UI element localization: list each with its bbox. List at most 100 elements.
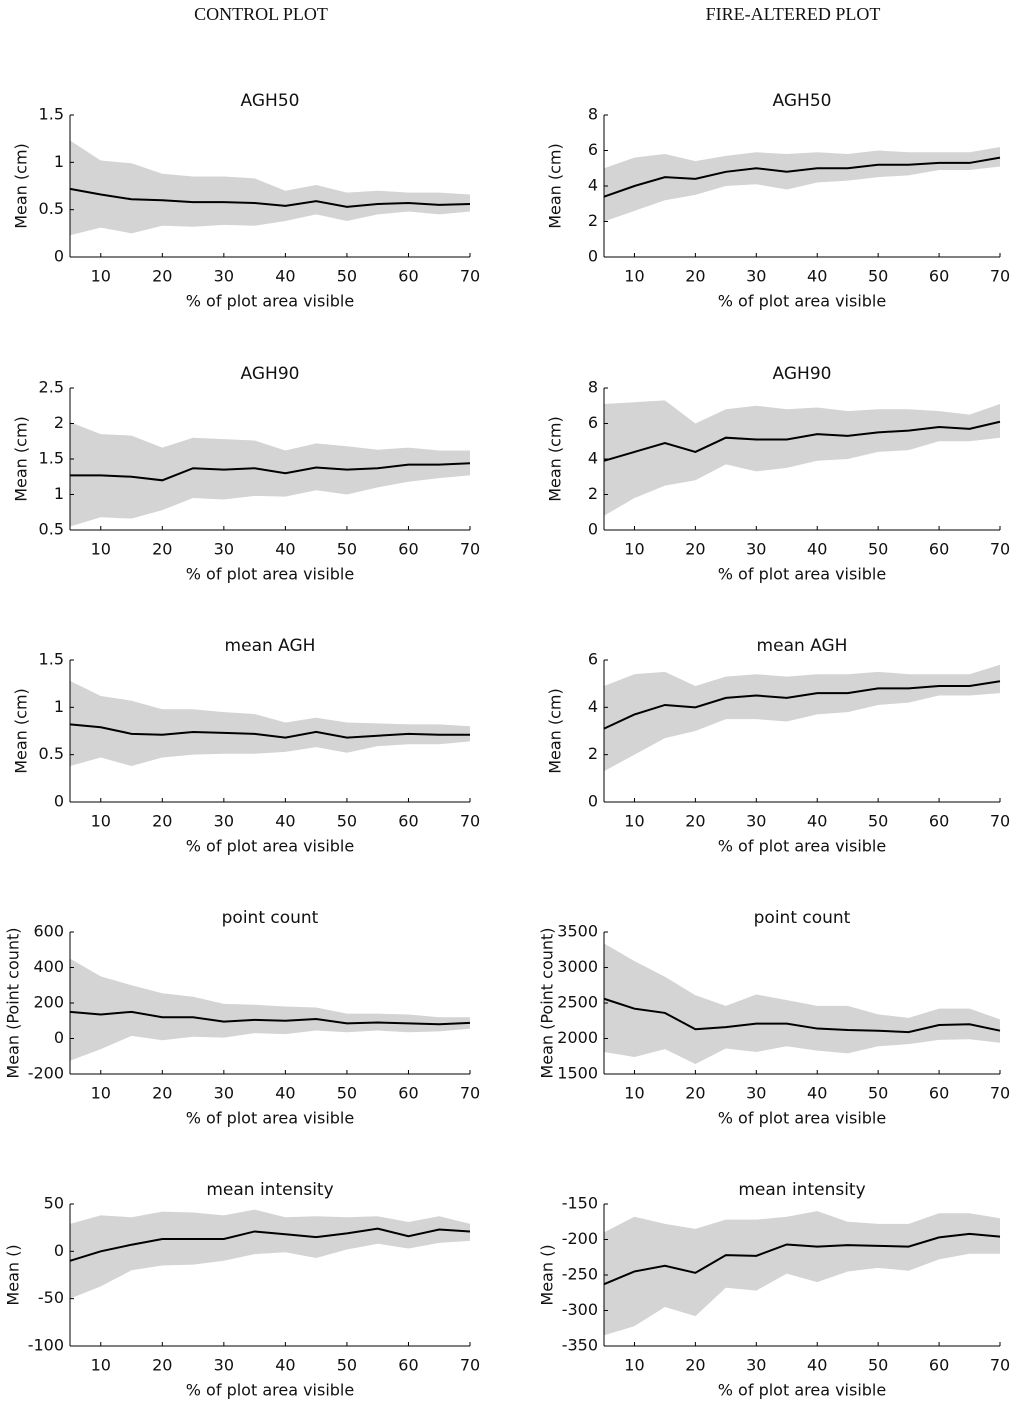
x-tick-label: 70	[990, 1356, 1010, 1375]
x-tick-label: 20	[685, 540, 705, 559]
x-tick-label: 60	[929, 1356, 949, 1375]
x-tick-label: 40	[807, 540, 827, 559]
x-tick-label: 70	[460, 267, 480, 286]
chart-title: mean AGH	[225, 636, 316, 656]
y-tick-label: 2.5	[39, 378, 64, 397]
x-tick-label: 70	[990, 1084, 1010, 1103]
range-band	[604, 943, 1000, 1065]
x-tick-label: 60	[398, 1084, 418, 1103]
mean-line	[603, 997, 1001, 1034]
mean-line	[603, 420, 1001, 462]
y-axis-label: Mean (cm)	[12, 143, 31, 229]
y-tick-label: 1500	[557, 1064, 598, 1083]
x-tick-label: 30	[214, 1084, 234, 1103]
x-tick-label: 70	[990, 540, 1010, 559]
range-band	[70, 140, 470, 236]
y-tick-label: -300	[562, 1300, 598, 1319]
subplot: 10 20 30 40 50 60 70 -350 -300 -250 -200 -150 mean i…	[538, 1180, 1011, 1400]
y-tick-label: 0	[54, 1241, 64, 1260]
x-axis-label: % of plot area visible	[718, 1109, 886, 1128]
mean-line	[69, 187, 471, 208]
x-tick-label: 50	[337, 267, 357, 286]
y-tick-label: 8	[588, 105, 598, 124]
y-tick-label: 0	[54, 247, 64, 266]
subplot: 10 20 30 40 50 60 70 0.5 1 1.5 2 2.5 AGH90 % of plot …	[12, 364, 481, 584]
chart-title: AGH90	[773, 364, 832, 384]
x-tick-label: 30	[214, 812, 234, 831]
mean-line	[69, 1227, 471, 1262]
y-tick-label: 2	[588, 484, 598, 503]
x-tick-label: 30	[746, 267, 766, 286]
y-tick-label: 1	[54, 152, 64, 171]
x-tick-label: 10	[624, 812, 644, 831]
mean-line	[603, 1232, 1001, 1286]
range-band	[604, 664, 1000, 772]
range-band	[70, 422, 470, 527]
subplot: 10 20 30 40 50 60 70 1500 2000 2500 3000 3500 point …	[538, 908, 1011, 1128]
x-tick-label: 70	[990, 812, 1010, 831]
x-tick-label: 50	[337, 1356, 357, 1375]
y-tick-label: 8	[588, 378, 598, 397]
x-tick-label: 60	[929, 812, 949, 831]
chart-title: mean intensity	[738, 1180, 865, 1200]
x-tick-label: 20	[685, 267, 705, 286]
x-tick-label: 70	[990, 267, 1010, 286]
x-tick-label: 50	[337, 540, 357, 559]
y-axis-label: Mean (Point count)	[538, 927, 557, 1078]
y-tick-label: 0	[54, 792, 64, 811]
x-tick-label: 60	[398, 540, 418, 559]
x-tick-label: 10	[91, 812, 111, 831]
subplot: 10 20 30 40 50 60 70 -200 0 200 400 600 point count%…	[4, 908, 481, 1128]
y-tick-label: 3500	[557, 922, 598, 941]
y-tick-label: 0	[588, 520, 598, 539]
chart-title: point count	[222, 908, 319, 928]
y-tick-label: -50	[38, 1288, 64, 1307]
mean-line	[69, 723, 470, 739]
subplot: 10 20 30 40 50 60 70 0 0.5 1 1.5 AGH50 % of plot are…	[12, 91, 481, 311]
y-tick-label: 3000	[557, 957, 598, 976]
x-tick-label: 40	[275, 812, 295, 831]
x-tick-label: 20	[152, 812, 172, 831]
x-tick-label: 30	[746, 1084, 766, 1103]
y-tick-label: 6	[588, 140, 598, 159]
y-tick-label: 0	[588, 792, 598, 811]
x-tick-label: 10	[91, 267, 111, 286]
x-tick-label: 20	[152, 1356, 172, 1375]
x-tick-label: 30	[214, 540, 234, 559]
y-tick-label: 6	[588, 413, 598, 432]
y-tick-label: 400	[33, 957, 64, 976]
x-tick-label: 40	[807, 267, 827, 286]
mean-line	[603, 680, 1001, 730]
y-tick-label: -250	[562, 1265, 598, 1284]
range-band	[70, 680, 470, 767]
x-tick-label: 40	[807, 1084, 827, 1103]
chart-title: point count	[754, 908, 851, 928]
x-axis-label: % of plot area visible	[186, 1109, 354, 1128]
y-tick-label: 2	[54, 413, 64, 432]
y-tick-label: 2	[588, 211, 598, 230]
y-axis-label: Mean (cm)	[546, 688, 565, 774]
column-heading: CONTROL PLOT	[194, 4, 328, 24]
x-tick-label: 50	[868, 1356, 888, 1375]
y-tick-label: 2000	[557, 1028, 598, 1047]
range-band	[604, 146, 1000, 222]
x-tick-label: 50	[337, 812, 357, 831]
column-heading: FIRE-ALTERED PLOT	[706, 4, 881, 24]
y-tick-label: 1	[54, 697, 64, 716]
x-tick-label: 60	[398, 1356, 418, 1375]
y-tick-label: 600	[33, 922, 64, 941]
subplot: 10 20 30 40 50 60 70 0 0.5 1 1.5 mean AGH % of plot …	[12, 636, 481, 856]
x-tick-label: 70	[460, 540, 480, 559]
x-axis-label: % of plot area visible	[718, 1381, 886, 1400]
chart-title: AGH50	[773, 91, 832, 111]
x-tick-label: 10	[624, 540, 644, 559]
y-axis-label: Mean (cm)	[546, 416, 565, 502]
y-tick-label: -200	[562, 1229, 598, 1248]
x-tick-label: 20	[152, 540, 172, 559]
y-tick-label: 0.5	[39, 744, 64, 763]
subplot: 10 20 30 40 50 60 70 -100 -50 0 50 mean intensity % …	[4, 1180, 481, 1400]
y-tick-label: 0	[54, 1028, 64, 1047]
x-tick-label: 10	[624, 1084, 644, 1103]
y-tick-label: 1.5	[39, 105, 64, 124]
